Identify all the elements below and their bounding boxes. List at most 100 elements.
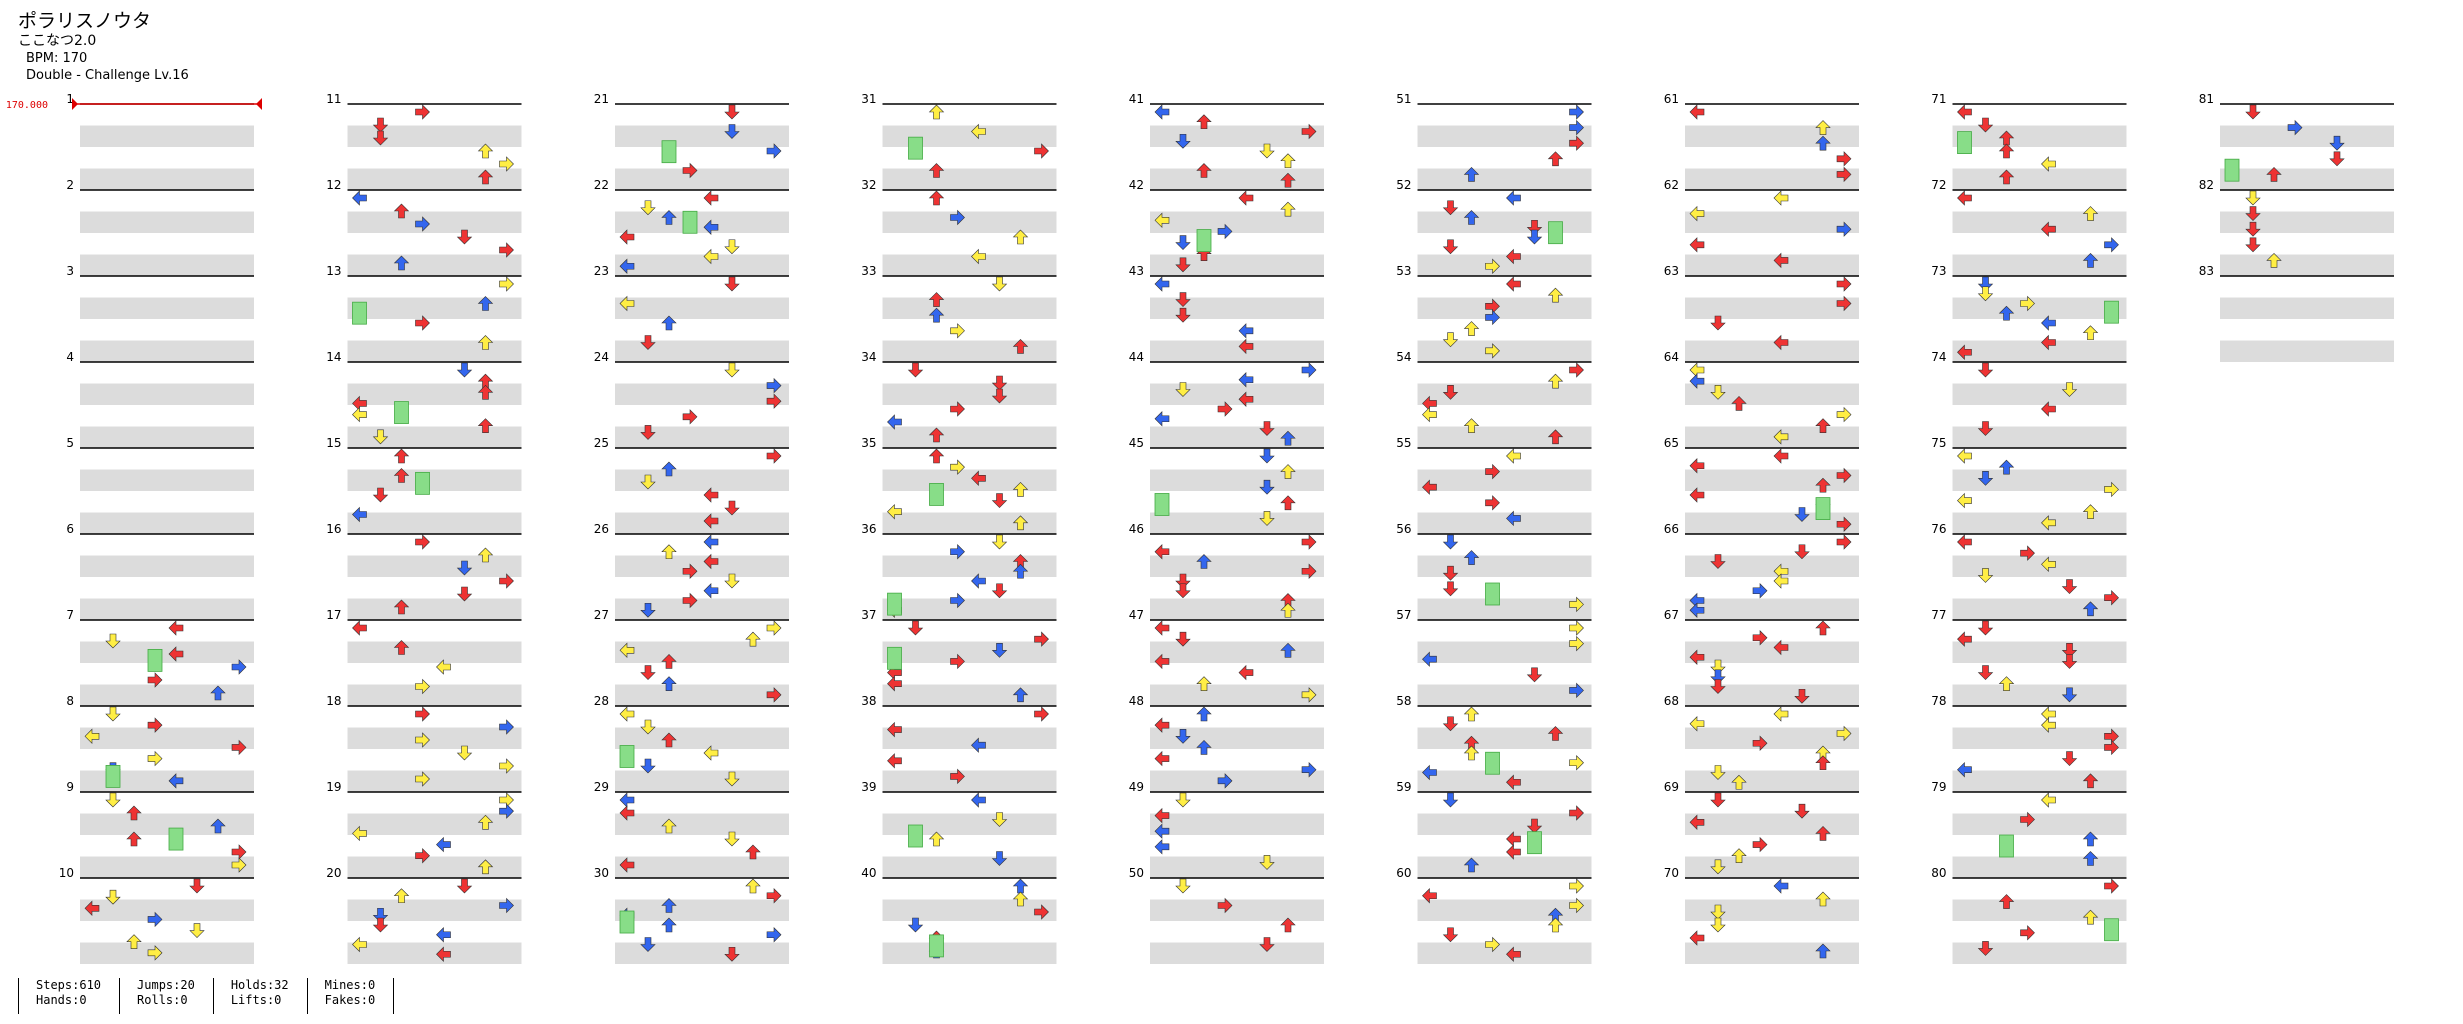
hold-note (929, 934, 944, 958)
step-arrow (1154, 276, 1170, 292)
measure-number: 52 (1396, 178, 1411, 192)
measure-number: 80 (1931, 866, 1946, 880)
step-arrow (929, 190, 944, 206)
step-arrow (1443, 534, 1458, 550)
step-arrow (1815, 620, 1831, 636)
measure-35: 35 (861, 436, 1057, 534)
step-arrow (929, 448, 944, 464)
step-arrow (2329, 151, 2345, 167)
step-arrow (1506, 276, 1521, 292)
step-arrow (1175, 878, 1191, 894)
hold-note (415, 471, 430, 495)
step-arrow (1773, 878, 1789, 894)
measure-6: 6 (66, 522, 254, 620)
step-arrow (1752, 583, 1768, 599)
measure-9: 9 (66, 780, 254, 878)
step-arrow (2104, 878, 2119, 894)
measure-12: 12 (326, 178, 522, 276)
step-arrow (1569, 878, 1584, 894)
measure-43: 43 (1129, 264, 1324, 362)
measure-45: 45 (1129, 436, 1324, 534)
measure-number: 30 (594, 866, 609, 880)
step-arrow (499, 276, 514, 292)
step-arrow (724, 239, 740, 255)
hold-note (1485, 751, 1500, 775)
hold-note (168, 827, 184, 851)
measure-number: 81 (2199, 92, 2214, 106)
step-arrow (2062, 579, 2077, 595)
measure-49: 49 (1129, 780, 1324, 878)
measure-number: 64 (1664, 350, 1679, 364)
hold-note (1154, 493, 1170, 516)
step-arrow (457, 878, 472, 894)
step-arrow (1752, 837, 1768, 853)
hold-note (661, 140, 677, 164)
measure-number: 24 (594, 350, 609, 364)
measure-83: 83 (2199, 264, 2394, 362)
measure-64: 64 (1664, 350, 1859, 448)
measure-28: 28 (594, 694, 789, 792)
hold-note (105, 765, 121, 788)
measure-53: 53 (1396, 264, 1592, 362)
measure-54: 54 (1396, 350, 1592, 448)
step-arrow (1957, 190, 1972, 206)
step-arrow (1485, 495, 1500, 511)
step-arrow (1443, 239, 1458, 255)
measure-62: 62 (1664, 178, 1859, 276)
step-arrow (415, 104, 430, 120)
measure-number: 31 (861, 92, 876, 106)
step-arrow (1443, 927, 1458, 943)
step-arrow (1689, 237, 1705, 253)
step-arrow (352, 407, 367, 423)
measure-25: 25 (594, 436, 789, 534)
hold-note (1527, 831, 1542, 855)
step-arrow (1548, 151, 1563, 167)
measure-50: 50 (1129, 866, 1324, 964)
measure-number: 10 (59, 866, 74, 880)
measure-22: 22 (594, 178, 789, 276)
measure-number: 36 (861, 522, 876, 536)
step-arrow (1689, 104, 1705, 120)
hold-note (1485, 582, 1500, 606)
step-arrow (436, 837, 451, 853)
step-arrow (1422, 407, 1437, 423)
stat-column-4: Mines:0 Fakes:0 (306, 978, 395, 1014)
step-arrow (766, 620, 782, 636)
measure-number: 20 (326, 866, 341, 880)
measure-number: 68 (1664, 694, 1679, 708)
measure-47: 47 (1129, 608, 1324, 706)
measure-number: 48 (1129, 694, 1144, 708)
measure-number: 49 (1129, 780, 1144, 794)
measure-number: 59 (1396, 780, 1411, 794)
measure-number: 37 (861, 608, 876, 622)
measure-number: 74 (1931, 350, 1946, 364)
measure-number: 32 (861, 178, 876, 192)
step-arrow (1280, 495, 1296, 511)
measure-60: 60 (1396, 866, 1592, 964)
measure-68: 68 (1664, 694, 1859, 792)
measure-11: 11 (326, 92, 522, 190)
measure-number: 42 (1129, 178, 1144, 192)
hold-note (1999, 834, 2014, 858)
step-arrow (908, 620, 923, 636)
step-arrow (1301, 534, 1317, 550)
song-bpm: BPM: 170 (26, 51, 88, 66)
measure-15: 15 (326, 436, 522, 534)
measure-number: 41 (1129, 92, 1144, 106)
bpm-label: 170.000 (6, 100, 48, 111)
measure-number: 25 (594, 436, 609, 450)
hold-note (908, 136, 923, 160)
measure-59: 59 (1396, 780, 1592, 878)
step-arrow (1710, 792, 1726, 808)
measure-number: 70 (1664, 866, 1679, 880)
measure-number: 73 (1931, 264, 1946, 278)
measure-14: 14 (326, 350, 522, 448)
step-arrow (1773, 190, 1789, 206)
measure-8: 8 (66, 694, 254, 792)
measure-number: 55 (1396, 436, 1411, 450)
step-arrow (992, 493, 1007, 509)
step-arrow (703, 190, 719, 206)
measure-number: 33 (861, 264, 876, 278)
measure-number: 39 (861, 780, 876, 794)
